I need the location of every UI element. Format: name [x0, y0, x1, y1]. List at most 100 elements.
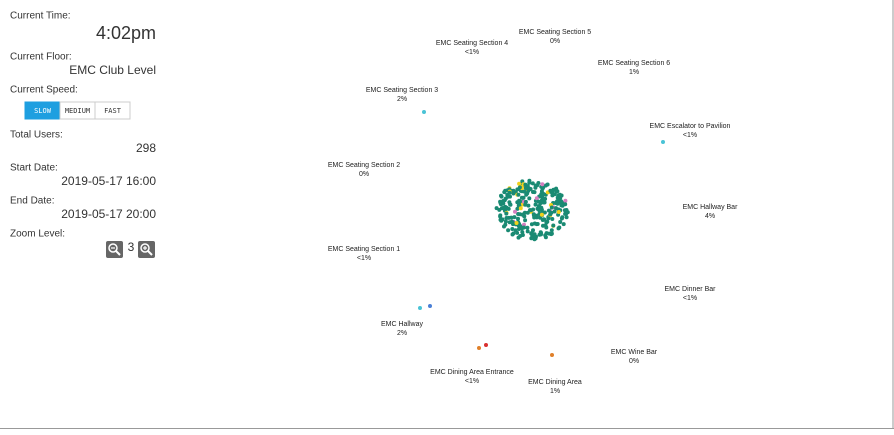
user-dot	[529, 231, 534, 236]
user-dot	[523, 202, 528, 207]
label: End Date:	[10, 196, 54, 207]
user-dot	[511, 188, 516, 193]
user-dot	[517, 181, 522, 186]
user-dot	[550, 353, 554, 357]
user-dot	[540, 182, 545, 187]
user-dot	[527, 186, 532, 191]
label: Start Date:	[10, 163, 58, 174]
user-dot	[549, 228, 554, 233]
end-date: 2019-05-17 20:00	[61, 207, 156, 221]
user-dot	[549, 232, 554, 237]
zone-percent: <1%	[683, 295, 697, 302]
label: Current Time:	[10, 11, 71, 22]
zone-name: EMC Seating Section 1	[328, 246, 400, 253]
zone-name: EMC Hallway	[381, 321, 424, 328]
user-dot	[529, 236, 534, 241]
user-dot	[511, 191, 516, 196]
user-dot	[542, 200, 547, 205]
user-dot	[494, 206, 499, 211]
button-label[interactable]: FAST	[104, 107, 122, 115]
user-dot	[504, 206, 509, 211]
user-dot	[516, 192, 521, 197]
button-label[interactable]: SLOW	[34, 107, 52, 115]
user-dot	[550, 217, 555, 221]
user-dot	[517, 198, 522, 203]
user-dot	[559, 199, 564, 204]
current-time: 4:02pm	[96, 23, 156, 43]
user-dot	[520, 233, 525, 237]
user-dot	[510, 227, 515, 231]
user-dot	[521, 212, 526, 217]
user-dot	[532, 190, 537, 195]
user-dot	[525, 229, 530, 234]
user-dot	[546, 208, 551, 213]
user-dot	[522, 189, 527, 194]
user-dot	[509, 215, 514, 220]
user-dot	[546, 216, 551, 221]
zoom-out-button[interactable]	[106, 241, 123, 258]
zone-percent: 1%	[629, 69, 639, 76]
user-dot	[549, 205, 554, 210]
user-dot	[536, 199, 541, 204]
label: Total Users:	[10, 130, 63, 141]
user-dot	[513, 228, 518, 233]
user-dot	[531, 228, 535, 233]
user-dot	[499, 193, 503, 198]
user-dot	[542, 217, 547, 222]
user-dot	[500, 217, 505, 222]
current-floor: EMC Club Level	[69, 63, 156, 77]
user-dot	[514, 221, 519, 225]
user-dot	[557, 192, 562, 197]
user-dot	[560, 215, 565, 220]
user-dot	[545, 182, 550, 187]
user-dot	[515, 206, 520, 211]
label: Current Floor:	[10, 52, 72, 63]
speed-button[interactable]: FAST	[94, 101, 131, 120]
zone-name: EMC Escalator to Pavilion	[650, 123, 731, 130]
zoom-in-button[interactable]	[138, 241, 155, 258]
user-dot	[532, 237, 537, 242]
zone-name: EMC Seating Section 5	[519, 29, 591, 36]
zone-percent: 0%	[550, 38, 560, 45]
zone-percent: 2%	[397, 96, 407, 103]
user-dot	[519, 195, 524, 200]
zoom-level: 3	[128, 240, 135, 254]
user-dot	[557, 225, 562, 230]
user-dot	[544, 225, 549, 230]
user-dot	[533, 202, 538, 207]
zone-percent: <1%	[465, 49, 479, 56]
user-dot	[533, 185, 538, 190]
zone-name: EMC Seating Section 6	[598, 60, 670, 67]
user-dot	[504, 216, 509, 220]
zone-percent: 0%	[359, 171, 369, 178]
user-dot	[523, 186, 528, 190]
user-dot	[541, 191, 546, 196]
user-dot	[523, 218, 528, 223]
user-dot	[498, 214, 503, 219]
user-dot	[530, 181, 535, 186]
zone-name: EMC Wine Bar	[611, 349, 658, 356]
user-dot	[536, 181, 541, 185]
user-dot	[527, 196, 532, 201]
user-dot	[507, 190, 512, 195]
user-dot	[523, 182, 528, 187]
speed-button[interactable]: MEDIUM	[59, 101, 96, 120]
zone-percent: 2%	[397, 330, 407, 337]
user-dot	[551, 223, 556, 228]
zone-name: EMC Dinner Bar	[665, 286, 717, 293]
user-dot	[517, 185, 522, 190]
user-dot	[548, 212, 553, 217]
user-dot	[531, 213, 536, 218]
user-dot	[484, 343, 488, 347]
user-dot	[513, 209, 517, 214]
user-dot	[552, 192, 557, 197]
user-dot	[526, 203, 531, 208]
user-dot	[512, 215, 517, 220]
button-label[interactable]: MEDIUM	[65, 107, 90, 115]
user-dot	[556, 210, 561, 214]
speed-button[interactable]: SLOW	[24, 101, 61, 120]
zone-percent: 0%	[629, 358, 639, 365]
user-dot	[428, 304, 432, 308]
user-dot	[555, 195, 560, 200]
user-dot	[477, 346, 481, 350]
